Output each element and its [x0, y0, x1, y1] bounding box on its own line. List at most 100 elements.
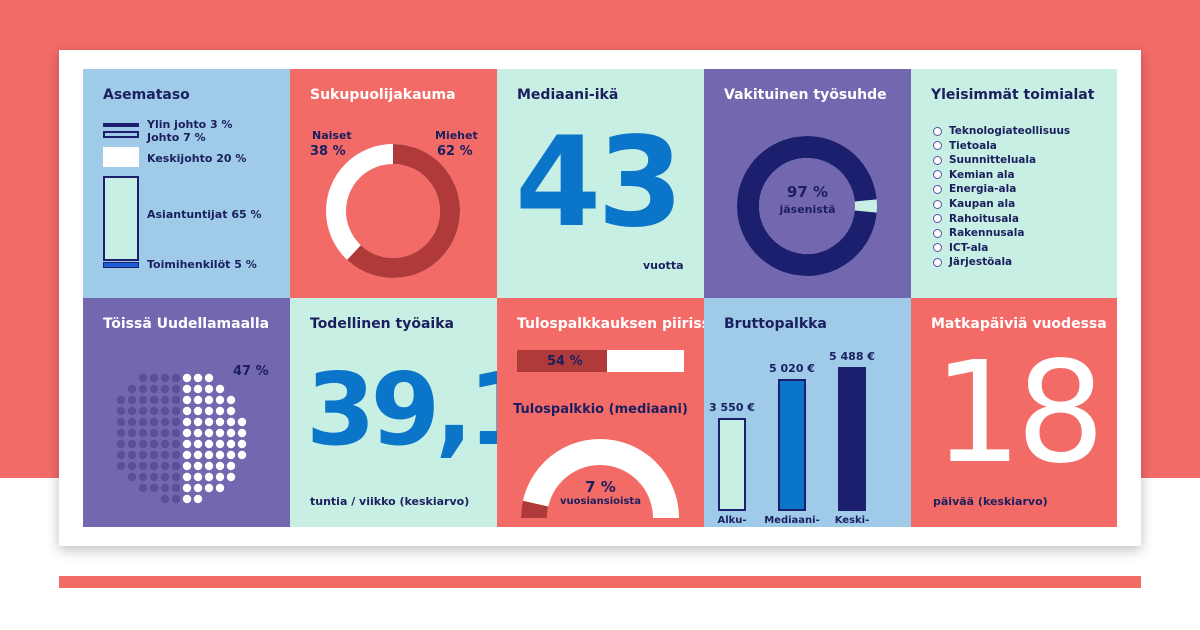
dot-other: [171, 395, 181, 405]
dot-uusimaa: [226, 417, 236, 427]
dot-other: [149, 373, 159, 383]
level-label: Toimihenkilöt 5 %: [147, 258, 257, 271]
level-label: Asiantuntijat 65 %: [147, 208, 262, 221]
dot-other: [138, 461, 148, 471]
dot-uusimaa: [193, 450, 203, 460]
level-label: Ylin johto 3 %: [147, 118, 233, 131]
dot-uusimaa: [215, 395, 225, 405]
infographic-grid: Asemataso Ylin johto 3 % Johto 7 % Keski…: [83, 69, 1117, 527]
dot-uusimaa: [182, 428, 192, 438]
dot-uusimaa: [204, 384, 214, 394]
bonus-gauge-caption: vuosiansioista: [560, 496, 641, 507]
dot-other: [149, 483, 159, 493]
dot-uusimaa: [182, 406, 192, 416]
industry-label: Järjestöala: [949, 256, 1013, 269]
dot-uusimaa: [193, 384, 203, 394]
dot-uusimaa: [204, 373, 214, 383]
bottom-accent-bar: [59, 576, 1141, 588]
bullet-ring-icon: [933, 126, 942, 136]
bullet-ring-icon: [933, 170, 942, 180]
dot-other: [138, 395, 148, 405]
industry-item: Teknologiateollisuus: [933, 125, 1070, 137]
dot-other: [149, 450, 159, 460]
dot-other: [171, 406, 181, 416]
dot-other: [171, 428, 181, 438]
dot-uusimaa: [193, 472, 203, 482]
bonus-gauge: [521, 439, 679, 519]
industry-item: Rakennusala: [933, 227, 1024, 239]
bonus-coverage-bar: 54 %: [517, 350, 684, 372]
dot-uusimaa: [204, 428, 214, 438]
dot-uusimaa: [193, 417, 203, 427]
dot-other: [160, 384, 170, 394]
salary-category-label: Keski-palkka: [812, 515, 892, 527]
dot-other: [171, 439, 181, 449]
dot-uusimaa: [204, 472, 214, 482]
salary-bar: [718, 417, 746, 511]
industry-label: Rakennusala: [949, 227, 1025, 240]
working-hours-value: 39,1: [306, 351, 497, 468]
dot-other: [149, 472, 159, 482]
industry-item: Järjestöala: [933, 256, 1012, 268]
dot-other: [138, 483, 148, 493]
dot-other: [160, 494, 170, 504]
dot-other: [160, 461, 170, 471]
dot-other: [171, 483, 181, 493]
tile-toimialat: Yleisimmät toimialat Teknologiateollisuu…: [911, 69, 1117, 298]
industry-item: Rahoitusala: [933, 213, 1019, 225]
dot-uusimaa: [193, 395, 203, 405]
dot-other: [149, 406, 159, 416]
dot-other: [171, 373, 181, 383]
industry-item: Tietoala: [933, 140, 997, 152]
dot-other: [138, 428, 148, 438]
dot-other: [160, 417, 170, 427]
tile-vakituinen: Vakituinen työsuhde 97 % jäsenistä: [704, 69, 911, 298]
permanent-caption: jäsenistä: [779, 203, 836, 216]
dot-other: [171, 450, 181, 460]
dot-uusimaa: [226, 472, 236, 482]
men-label: Miehet: [435, 129, 478, 142]
industry-label: Kemian ala: [949, 168, 1015, 181]
dot-other: [138, 417, 148, 427]
bullet-ring-icon: [933, 199, 942, 209]
dot-uusimaa: [237, 428, 247, 438]
tile-title: Asemataso: [103, 87, 190, 103]
bonus-coverage-value: 54 %: [547, 354, 583, 369]
tile-title: Yleisimmät toimialat: [931, 87, 1095, 103]
dot-uusimaa: [182, 461, 192, 471]
bonus-coverage-fill: [517, 350, 608, 372]
dot-other: [160, 450, 170, 460]
dot-other: [138, 384, 148, 394]
salary-bar: [838, 367, 866, 511]
travel-days-value: 18: [933, 332, 1105, 495]
dot-uusimaa: [215, 417, 225, 427]
dot-uusimaa: [182, 450, 192, 460]
bullet-ring-icon: [933, 184, 942, 194]
gender-donut: [326, 144, 460, 278]
women-value: 38 %: [310, 144, 346, 159]
dot-uusimaa: [204, 461, 214, 471]
industry-item: Kaupan ala: [933, 198, 1015, 210]
dot-uusimaa: [204, 483, 214, 493]
tile-mediaani-ika: Mediaani-ikä 43 vuotta: [497, 69, 704, 298]
dot-uusimaa: [215, 483, 225, 493]
tile-asemataso: Asemataso Ylin johto 3 % Johto 7 % Keski…: [83, 69, 290, 298]
salary-value-label: 5 488 €: [829, 350, 875, 363]
dot-other: [149, 428, 159, 438]
bullet-ring-icon: [933, 257, 942, 267]
dot-other: [116, 439, 126, 449]
dot-other: [160, 472, 170, 482]
dot-other: [116, 461, 126, 471]
chart-title: Bruttopalkka: [724, 316, 827, 332]
tile-tyoaika: Todellinen työaika 39,1 tuntia / viikko …: [290, 298, 497, 527]
industry-label: Suunnitteluala: [949, 154, 1037, 167]
bonus-gauge-value: 7 %: [585, 478, 616, 496]
dot-circle-chart: [116, 373, 247, 504]
dot-uusimaa: [204, 417, 214, 427]
salary-category-line: Keski-: [834, 515, 870, 526]
dot-other: [160, 483, 170, 493]
tile-sukupuolijakauma: Sukupuolijakauma Naiset 38 % Miehet 62 %: [290, 69, 497, 298]
industry-item: Kemian ala: [933, 169, 1015, 181]
dot-uusimaa: [226, 395, 236, 405]
dot-uusimaa: [182, 395, 192, 405]
